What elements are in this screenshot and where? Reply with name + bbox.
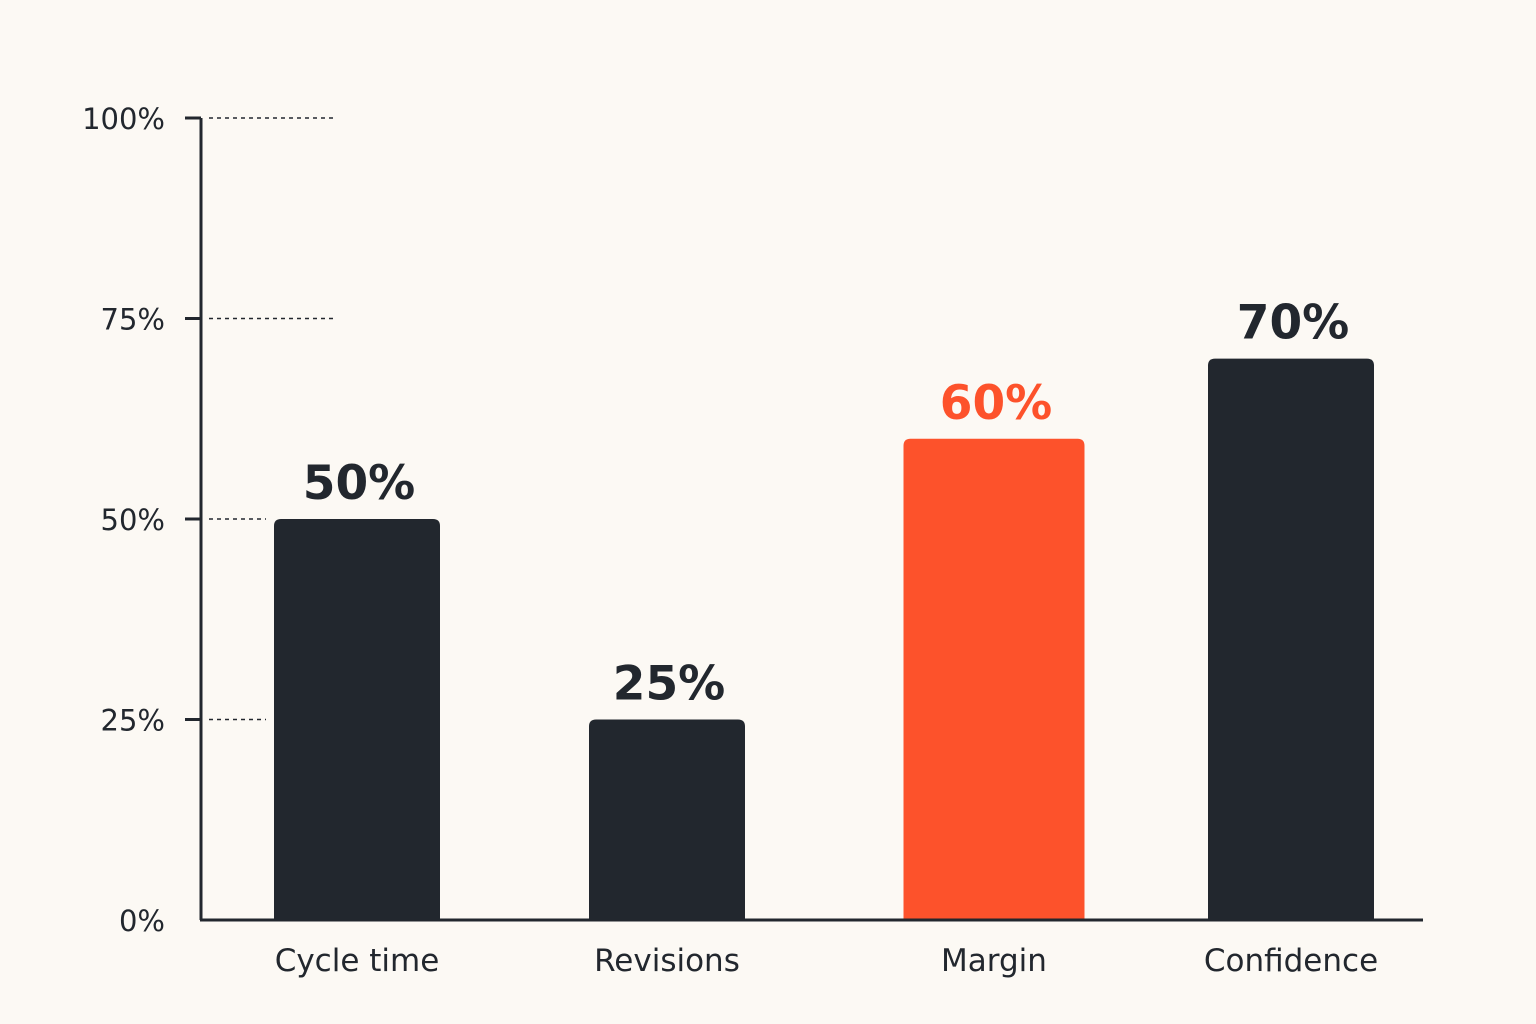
bar-revisions	[589, 719, 745, 920]
bar-confidence	[1208, 358, 1374, 921]
bar-cycle-time	[274, 519, 440, 920]
value-label: 60%	[940, 376, 1053, 431]
axes	[185, 116, 1423, 922]
category-labels: Cycle time Revisions Margin Confidence	[275, 943, 1378, 979]
value-label: 50%	[303, 456, 416, 511]
y-tick-label: 25%	[101, 704, 165, 738]
bar-margin	[903, 438, 1085, 920]
y-tick-label: 75%	[101, 303, 165, 337]
value-label: 70%	[1237, 296, 1350, 351]
category-label: Margin	[941, 943, 1047, 979]
value-label: 25%	[613, 657, 726, 712]
value-labels: 50% 25% 60% 70%	[303, 296, 1350, 712]
y-tick-label: 0%	[119, 904, 165, 938]
y-tick-labels: 0% 25% 50% 75% 100%	[82, 102, 165, 938]
category-label: Revisions	[594, 943, 740, 979]
y-tick-label: 100%	[82, 102, 165, 136]
y-tick-label: 50%	[101, 503, 165, 537]
gridlines	[209, 117, 333, 721]
category-label: Cycle time	[275, 943, 440, 979]
bars	[274, 358, 1374, 921]
category-label: Confidence	[1204, 943, 1378, 979]
